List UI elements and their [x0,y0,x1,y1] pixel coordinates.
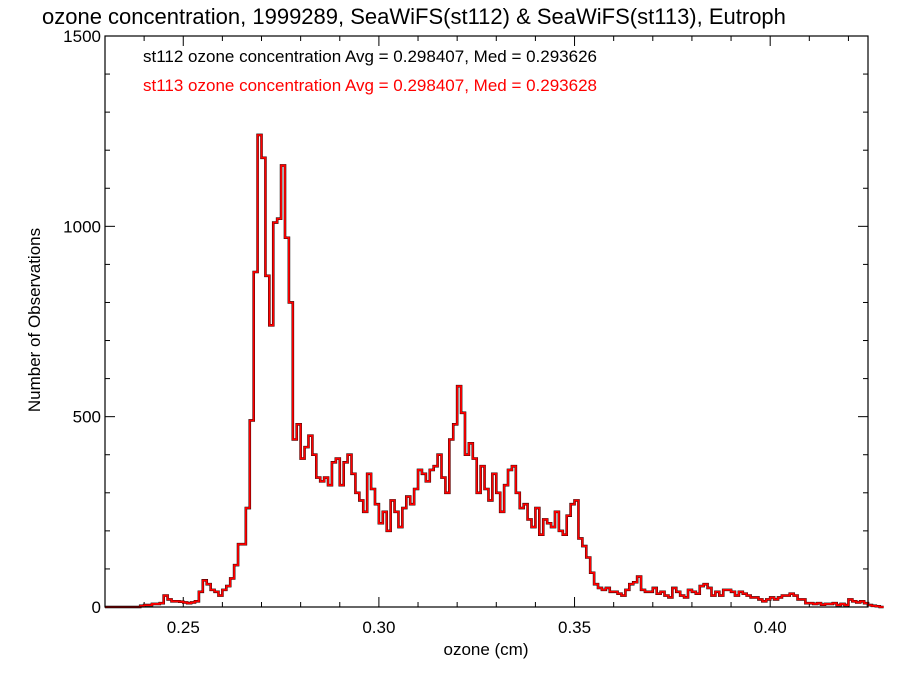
legend-st113: st113 ozone concentration Avg = 0.298407… [143,76,597,95]
y-tick-label: 1500 [63,27,101,46]
series-line-st112 [105,133,884,609]
y-tick-label: 500 [73,408,101,427]
ticks-layer: 0.25 0.30 0.35 0.40 0 500 1000 1500 [63,27,868,637]
chart-title: ozone concentration, 1999289, SeaWiFS(st… [42,4,786,29]
x-tick-label: 0.30 [362,618,395,637]
y-axis-label: Number of Observations [25,228,44,412]
series-layer [105,133,884,609]
x-axis-label: ozone (cm) [443,640,528,659]
legend-st112: st112 ozone concentration Avg = 0.298407… [143,47,597,66]
x-tick-label: 0.25 [167,618,200,637]
y-tick-label: 0 [92,598,101,617]
series-line-st113 [105,134,884,608]
x-tick-label: 0.35 [558,618,591,637]
plot-frame [104,35,869,608]
y-tick-label: 1000 [63,217,101,236]
x-tick-label: 0.40 [754,618,787,637]
